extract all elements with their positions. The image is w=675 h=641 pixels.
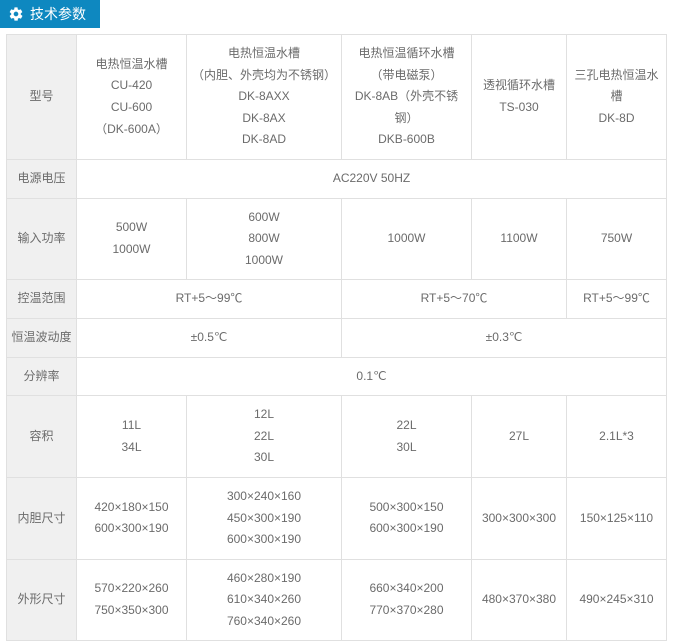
cell: 电热恒温水槽（内胆、外壳均为不锈钢）DK-8AXXDK-8AXDK-8AD — [187, 35, 342, 160]
cell: AC220V 50HZ — [77, 159, 667, 198]
cell: 电热恒温循环水槽（带电磁泵）DK-8AB（外壳不锈钢）DKB-600B — [342, 35, 472, 160]
cell: 27L — [472, 396, 567, 478]
cell: 460×280×190610×340×260760×340×260 — [187, 559, 342, 641]
cell: 420×180×150600×300×190 — [77, 477, 187, 559]
row-label: 分辨率 — [7, 357, 77, 396]
cell: 600W800W1000W — [187, 198, 342, 280]
row-label: 内胆尺寸 — [7, 477, 77, 559]
row-label: 容积 — [7, 396, 77, 478]
cell: 300×300×300 — [472, 477, 567, 559]
cell: 300×240×160450×300×190600×300×190 — [187, 477, 342, 559]
cell: 500×300×150600×300×190 — [342, 477, 472, 559]
cell: RT+5～70℃ — [342, 280, 567, 319]
section-title: 技术参数 — [30, 4, 86, 24]
cell: 150×125×110 — [567, 477, 667, 559]
cell: 1100W — [472, 198, 567, 280]
row-label: 恒温波动度 — [7, 318, 77, 357]
table-row: 电源电压 AC220V 50HZ — [7, 159, 667, 198]
cell: 22L30L — [342, 396, 472, 478]
cell: 1000W — [342, 198, 472, 280]
table-row: 恒温波动度 ±0.5℃ ±0.3℃ — [7, 318, 667, 357]
gear-icon — [8, 6, 24, 22]
cell: 11L34L — [77, 396, 187, 478]
cell: 透视循环水槽TS-030 — [472, 35, 567, 160]
row-label: 型号 — [7, 35, 77, 160]
table-row: 内胆尺寸 420×180×150600×300×190 300×240×1604… — [7, 477, 667, 559]
row-label: 输入功率 — [7, 198, 77, 280]
cell: ±0.5℃ — [77, 318, 342, 357]
table-row: 外形尺寸 570×220×260750×350×300 460×280×1906… — [7, 559, 667, 641]
cell: ±0.3℃ — [342, 318, 667, 357]
row-label: 外形尺寸 — [7, 559, 77, 641]
cell: RT+5～99℃ — [567, 280, 667, 319]
cell: 12L22L30L — [187, 396, 342, 478]
cell: RT+5～99℃ — [77, 280, 342, 319]
cell: 660×340×200770×370×280 — [342, 559, 472, 641]
cell: 750W — [567, 198, 667, 280]
cell: 570×220×260750×350×300 — [77, 559, 187, 641]
table-row: 输入功率 500W1000W 600W800W1000W 1000W 1100W… — [7, 198, 667, 280]
table-row: 分辨率 0.1℃ — [7, 357, 667, 396]
row-label: 控温范围 — [7, 280, 77, 319]
cell: 三孔电热恒温水槽DK-8D — [567, 35, 667, 160]
spec-table: 型号 电热恒温水槽CU-420CU-600（DK-600A） 电热恒温水槽（内胆… — [6, 34, 667, 641]
cell: 电热恒温水槽CU-420CU-600（DK-600A） — [77, 35, 187, 160]
row-label: 电源电压 — [7, 159, 77, 198]
cell: 490×245×310 — [567, 559, 667, 641]
cell: 500W1000W — [77, 198, 187, 280]
cell: 2.1L*3 — [567, 396, 667, 478]
table-row: 型号 电热恒温水槽CU-420CU-600（DK-600A） 电热恒温水槽（内胆… — [7, 35, 667, 160]
table-row: 控温范围 RT+5～99℃ RT+5～70℃ RT+5～99℃ — [7, 280, 667, 319]
cell: 0.1℃ — [77, 357, 667, 396]
section-header: 技术参数 — [0, 0, 100, 28]
cell: 480×370×380 — [472, 559, 567, 641]
table-row: 容积 11L34L 12L22L30L 22L30L 27L 2.1L*3 — [7, 396, 667, 478]
